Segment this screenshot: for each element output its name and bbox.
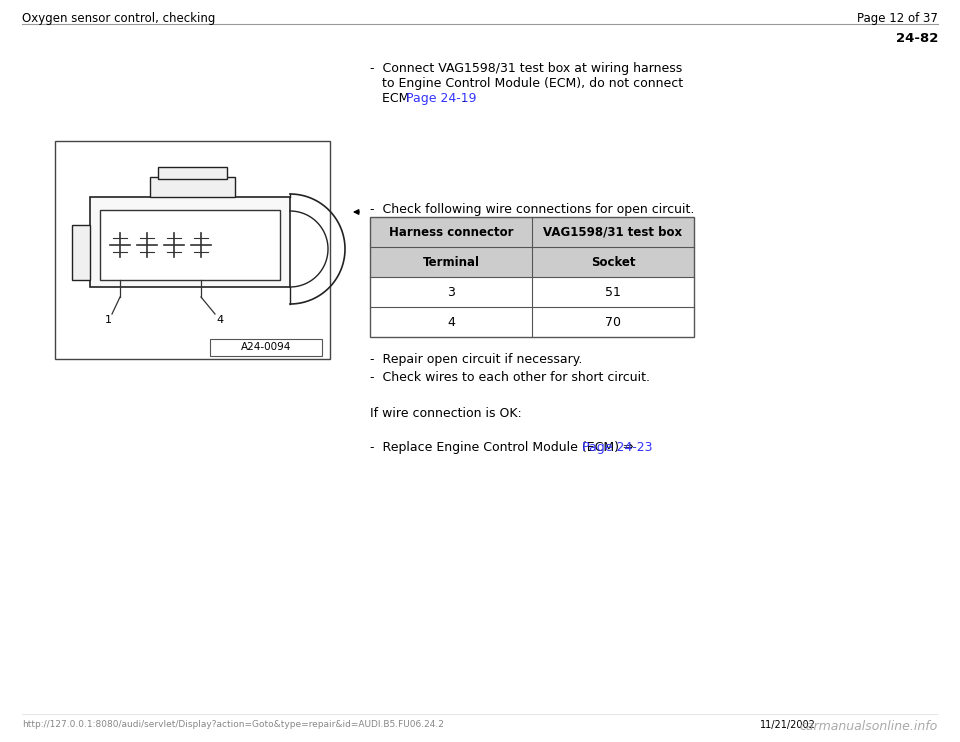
Text: Harness connector: Harness connector [389, 226, 514, 238]
Text: -  Connect VAG1598/31 test box at wiring harness: - Connect VAG1598/31 test box at wiring … [370, 62, 683, 75]
Text: A24-0094: A24-0094 [241, 343, 291, 352]
Text: -  Check following wire connections for open circuit.: - Check following wire connections for o… [370, 203, 694, 216]
Text: Page 12 of 37: Page 12 of 37 [857, 12, 938, 25]
Text: 3: 3 [447, 286, 455, 298]
Text: If wire connection is OK:: If wire connection is OK: [370, 407, 521, 420]
Bar [370, 217, 694, 337]
Text: http://127.0.0.1:8080/audi/servlet/Display?action=Goto&type=repair&id=AUDI.B5.FU: http://127.0.0.1:8080/audi/servlet/Displ… [22, 720, 444, 729]
Text: VAG1598/31 test box: VAG1598/31 test box [543, 226, 683, 238]
Text: Terminal: Terminal [422, 255, 479, 269]
Bar [370, 247, 694, 277]
Bar [210, 339, 322, 356]
Text: 24-82: 24-82 [896, 32, 938, 45]
Text: -  Repair open circuit if necessary.: - Repair open circuit if necessary. [370, 353, 583, 366]
Text: ECM: ECM [370, 92, 414, 105]
Text: Page 24-23: Page 24-23 [583, 441, 653, 454]
Bar [150, 177, 235, 197]
Bar [370, 277, 694, 307]
Text: Socket: Socket [590, 255, 636, 269]
Text: 4: 4 [447, 315, 455, 329]
Text: -  Check wires to each other for short circuit.: - Check wires to each other for short ci… [370, 371, 650, 384]
Text: to Engine Control Module (ECM), do not connect: to Engine Control Module (ECM), do not c… [370, 77, 684, 90]
Text: Page 24-19: Page 24-19 [406, 92, 476, 105]
Bar [370, 307, 694, 337]
Text: carmanualsonline.info: carmanualsonline.info [800, 720, 938, 733]
Bar [90, 197, 290, 287]
Bar [158, 167, 227, 179]
Text: 51: 51 [605, 286, 621, 298]
Text: 1: 1 [105, 315, 111, 325]
Text: -  Replace Engine Control Module (ECM) ⇒: - Replace Engine Control Module (ECM) ⇒ [370, 441, 637, 454]
Text: 70: 70 [605, 315, 621, 329]
Bar [72, 225, 90, 280]
Text: 11/21/2002: 11/21/2002 [760, 720, 816, 730]
Bar [55, 141, 330, 359]
Bar [100, 210, 280, 280]
Bar [370, 217, 694, 247]
Text: 4: 4 [216, 315, 224, 325]
Text: Oxygen sensor control, checking: Oxygen sensor control, checking [22, 12, 215, 25]
Text: .: . [458, 92, 466, 105]
